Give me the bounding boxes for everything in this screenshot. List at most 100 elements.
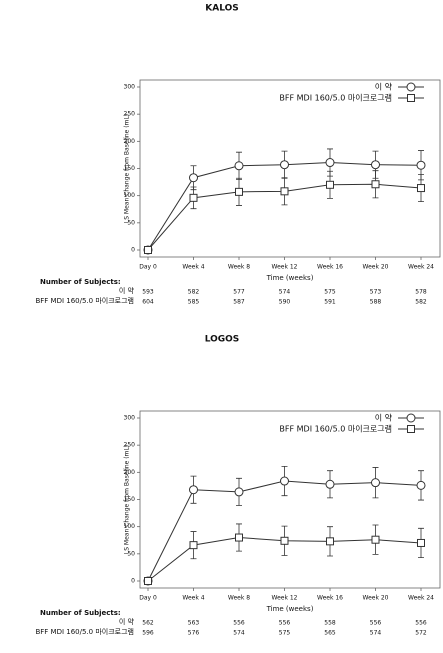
- y-tick-label: 50: [127, 219, 135, 226]
- data-point: [417, 538, 425, 547]
- subjects-row-name: BFF MDI 160/5.0 마이크로그램: [35, 296, 134, 305]
- subjects-label: Number of Subjects:: [40, 609, 121, 617]
- subjects-count: 575: [279, 630, 291, 637]
- subjects-row-name: 이 약: [119, 286, 135, 295]
- y-tick-label: 300: [124, 84, 136, 91]
- subjects-count: 582: [188, 289, 200, 296]
- chart-title: LOGOS: [205, 335, 240, 345]
- subjects-count: 590: [279, 299, 291, 306]
- y-tick-label: 250: [124, 111, 136, 118]
- legend-label: BFF MDI 160/5.0 마이크로그램: [279, 424, 392, 434]
- data-point: [234, 487, 244, 497]
- x-axis-label: Time (weeks): [266, 605, 314, 613]
- x-tick-label: Week 8: [228, 264, 250, 271]
- data-point: [417, 184, 425, 193]
- subjects-count: 604: [142, 299, 154, 306]
- plot-frame: [139, 79, 441, 258]
- subjects-count: 575: [324, 289, 336, 296]
- data-point: [371, 478, 380, 488]
- legend-marker: [407, 94, 415, 102]
- data-point: [371, 160, 380, 170]
- data-point: [144, 577, 152, 585]
- y-tick-label: 50: [127, 550, 135, 557]
- data-point: [234, 161, 244, 171]
- legend-label: BFF MDI 160/5.0 마이크로그램: [279, 93, 392, 103]
- x-tick-label: Week 20: [363, 264, 389, 271]
- subjects-count: 591: [324, 299, 336, 306]
- legend-marker: [407, 425, 415, 433]
- subjects-count: 556: [233, 620, 245, 627]
- x-tick-label: Week 20: [363, 595, 389, 602]
- subjects-count: 574: [279, 289, 291, 296]
- x-tick-label: Week 16: [317, 595, 343, 602]
- y-tick-label: 250: [124, 442, 136, 449]
- data-point: [371, 535, 380, 544]
- subjects-count: 573: [370, 289, 382, 296]
- data-point: [416, 160, 426, 170]
- x-tick-label: Week 24: [408, 595, 434, 602]
- y-tick-label: 0: [131, 578, 135, 585]
- x-tick-label: Week 24: [408, 264, 434, 271]
- data-point: [326, 537, 334, 546]
- x-tick-label: Week 4: [182, 264, 204, 271]
- subjects-count: 596: [142, 630, 154, 637]
- x-tick-label: Week 12: [272, 264, 298, 271]
- x-tick-label: Week 16: [317, 264, 343, 271]
- x-tick-label: Day 0: [139, 595, 157, 602]
- legend-marker: [406, 413, 416, 423]
- y-tick-label: 200: [124, 138, 136, 145]
- subjects-count: 565: [324, 630, 336, 637]
- subjects-count: 556: [279, 620, 291, 627]
- data-point: [325, 158, 335, 168]
- data-point: [416, 480, 426, 490]
- x-axis-label: Time (weeks): [266, 274, 314, 282]
- legend-label: 이 약: [375, 82, 393, 92]
- subjects-row-name: BFF MDI 160/5.0 마이크로그램: [35, 627, 134, 636]
- data-point: [235, 533, 243, 542]
- subjects-count: 582: [415, 299, 427, 306]
- subjects-count: 578: [415, 289, 427, 296]
- data-point: [189, 173, 198, 183]
- data-point: [371, 180, 380, 189]
- plot-frame: [139, 410, 441, 589]
- y-tick-label: 100: [124, 192, 136, 199]
- data-point: [280, 187, 289, 196]
- x-tick-label: Week 8: [228, 595, 250, 602]
- data-point: [325, 479, 335, 489]
- subjects-count: 576: [188, 630, 200, 637]
- subjects-count: 585: [188, 299, 200, 306]
- chart-title: KALOS: [205, 4, 239, 14]
- subjects-count: 574: [370, 630, 382, 637]
- y-tick-label: 0: [131, 247, 135, 254]
- subjects-count: 563: [188, 620, 200, 627]
- subjects-count: 556: [415, 620, 427, 627]
- y-tick-label: 150: [124, 165, 136, 172]
- subjects-count: 556: [370, 620, 382, 627]
- y-tick-label: 150: [124, 496, 136, 503]
- y-tick-label: 100: [124, 523, 136, 530]
- legend-label: 이 약: [375, 413, 393, 423]
- subjects-label: Number of Subjects:: [40, 278, 121, 286]
- subjects-count: 577: [233, 289, 245, 296]
- x-tick-label: Week 4: [182, 595, 204, 602]
- subjects-row-name: 이 약: [119, 617, 135, 626]
- subjects-count: 558: [324, 620, 336, 627]
- data-point: [326, 180, 334, 189]
- data-point: [189, 485, 198, 495]
- subjects-count: 562: [142, 620, 154, 627]
- data-point: [280, 476, 289, 486]
- data-point: [235, 187, 243, 196]
- y-tick-label: 300: [124, 415, 136, 422]
- subjects-count: 588: [370, 299, 382, 306]
- x-tick-label: Day 0: [139, 264, 157, 271]
- y-axis-label: LS Mean Change from Baseline (mL): [124, 114, 131, 223]
- subjects-count: 572: [415, 630, 427, 637]
- subjects-count: 574: [233, 630, 245, 637]
- legend-marker: [406, 82, 416, 92]
- y-tick-label: 200: [124, 469, 136, 476]
- data-point: [189, 541, 198, 550]
- data-point: [189, 193, 198, 202]
- x-tick-label: Week 12: [272, 595, 298, 602]
- subjects-count: 593: [142, 289, 154, 296]
